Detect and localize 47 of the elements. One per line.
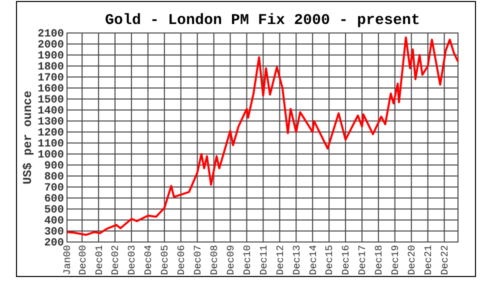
x-tick-label: Dec20 xyxy=(408,245,419,276)
x-tick-label: Dec21 xyxy=(424,245,436,276)
x-tick-label: Dec22 xyxy=(440,245,452,276)
x-tick-label: Dec15 xyxy=(325,245,336,276)
y-tick-label: 700 xyxy=(44,182,64,195)
line-series xyxy=(66,36,459,236)
x-tick-label: Dec14 xyxy=(308,245,320,276)
x-tick-label: Dec05 xyxy=(160,245,172,276)
y-tick-label: 300 xyxy=(44,226,64,239)
y-tick-label: 1000 xyxy=(38,150,64,162)
y-tick-label: 1400 xyxy=(38,106,64,118)
y-axis-title: US$ per ounce xyxy=(21,90,35,184)
x-tick-label: Dec17 xyxy=(358,245,370,276)
chart-title: Gold - London PM Fix 2000 - present xyxy=(104,12,420,29)
y-tick-label: 1800 xyxy=(38,62,64,74)
x-tick-label: Dec10 xyxy=(242,245,254,276)
y-tick-label: 800 xyxy=(44,172,64,184)
y-tick-label: 1900 xyxy=(38,50,64,63)
y-tick-label: 600 xyxy=(44,194,64,206)
x-tick-label: Dec06 xyxy=(177,245,188,276)
y-tick-label: 2100 xyxy=(38,28,64,41)
x-tick-label: Dec09 xyxy=(226,245,238,276)
x-tick-label: Jan00 xyxy=(63,245,74,276)
x-tick-label: Dec19 xyxy=(391,245,402,276)
x-tick-label: Dec12 xyxy=(276,245,287,276)
y-tick-label: 200 xyxy=(44,238,64,250)
x-tick-label: Dec01 xyxy=(94,245,106,276)
x-tick-label: Dec02 xyxy=(111,245,122,276)
y-tick-label: 1100 xyxy=(38,138,64,151)
x-tick-label: Dec13 xyxy=(292,245,304,276)
y-tick-label: 1500 xyxy=(38,94,64,107)
x-tick-label: Dec04 xyxy=(144,245,156,276)
x-tick-label: Dec11 xyxy=(259,245,270,276)
y-tick-label: 500 xyxy=(44,204,64,217)
x-tick-label: Dec16 xyxy=(342,245,353,276)
x-tick-label: Dec03 xyxy=(128,245,139,276)
y-tick-label: 2000 xyxy=(38,40,64,52)
x-tick-label: Dec08 xyxy=(210,245,222,276)
x-tick-label: Dec00 xyxy=(78,245,90,276)
y-tick-label: 1300 xyxy=(38,116,64,129)
y-tick-label: 900 xyxy=(44,160,64,173)
y-tick-label: 1200 xyxy=(38,128,64,140)
x-tick-label: Dec07 xyxy=(194,245,205,276)
x-tick-label: Dec18 xyxy=(374,245,386,276)
y-tick-label: 400 xyxy=(44,216,64,228)
y-tick-label: 1700 xyxy=(38,72,64,85)
y-tick-label: 1600 xyxy=(38,84,64,96)
